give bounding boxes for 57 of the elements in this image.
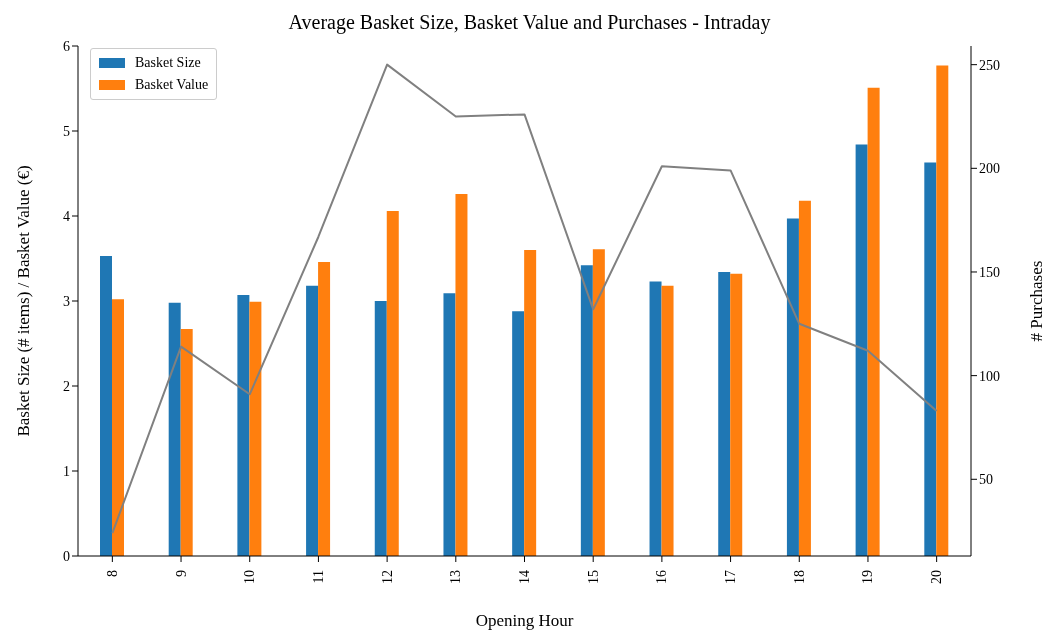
legend-label: Basket Value: [135, 77, 209, 93]
y2-tick-label: 100: [979, 368, 1000, 384]
bar: [580, 265, 593, 556]
y2-tick-label: 200: [979, 161, 1000, 177]
bar: [786, 218, 799, 556]
bar: [168, 302, 181, 556]
y-tick-label: 4: [63, 208, 70, 224]
y-tick-label: 3: [63, 293, 70, 309]
x-tick-label: 16: [654, 570, 670, 584]
bar: [443, 293, 456, 556]
y-tick-label: 0: [63, 548, 70, 564]
bar: [855, 144, 868, 556]
bar: [730, 273, 743, 556]
x-tick-label: 19: [860, 570, 876, 584]
y2-tick-label: 250: [979, 57, 1000, 73]
chart-title: Average Basket Size, Basket Value and Purchases - Intraday: [287, 10, 772, 36]
bar: [524, 250, 537, 556]
bar: [867, 87, 880, 556]
y-tick-label: 6: [63, 38, 70, 54]
bar: [180, 329, 193, 556]
y-axis-title: Basket Size (# items) / Basket Value (€): [14, 165, 34, 437]
legend-label: Basket Size: [135, 55, 201, 71]
bar: [661, 285, 674, 556]
x-tick-label: 14: [517, 570, 532, 584]
bar: [718, 272, 731, 556]
y2-axis-title: # Purchases: [1027, 260, 1047, 342]
x-axis-title: Opening Hour: [475, 611, 574, 630]
bar: [306, 285, 319, 556]
y2-tick-label: 150: [979, 264, 1000, 280]
bar: [512, 311, 525, 556]
bar: [237, 295, 250, 556]
x-tick-label: 12: [379, 570, 395, 584]
x-tick-label: 8: [104, 570, 120, 577]
bar: [798, 200, 811, 556]
bar: [112, 299, 124, 556]
bar: [100, 255, 112, 556]
x-tick-label: 20: [929, 570, 945, 584]
y-tick-label: 2: [63, 378, 70, 394]
bar: [592, 249, 605, 556]
x-tick-label: 17: [723, 570, 739, 584]
x-tick-label: 18: [791, 570, 807, 584]
bar: [649, 281, 662, 556]
x-tick-label: 9: [173, 570, 189, 577]
y-tick-label: 1: [63, 463, 70, 479]
y-tick-label: 5: [63, 123, 70, 139]
bar: [374, 301, 387, 556]
bar: [936, 65, 949, 556]
x-tick-label: 11: [310, 570, 326, 584]
bar: [249, 301, 262, 556]
x-tick-label: 10: [242, 570, 258, 584]
bar: [924, 162, 937, 556]
x-tick-label: 15: [585, 570, 601, 584]
bar: [455, 193, 468, 556]
bar: [318, 261, 331, 556]
y2-tick-label: 50: [979, 472, 993, 488]
bar: [386, 210, 399, 556]
x-tick-label: 13: [448, 570, 464, 584]
